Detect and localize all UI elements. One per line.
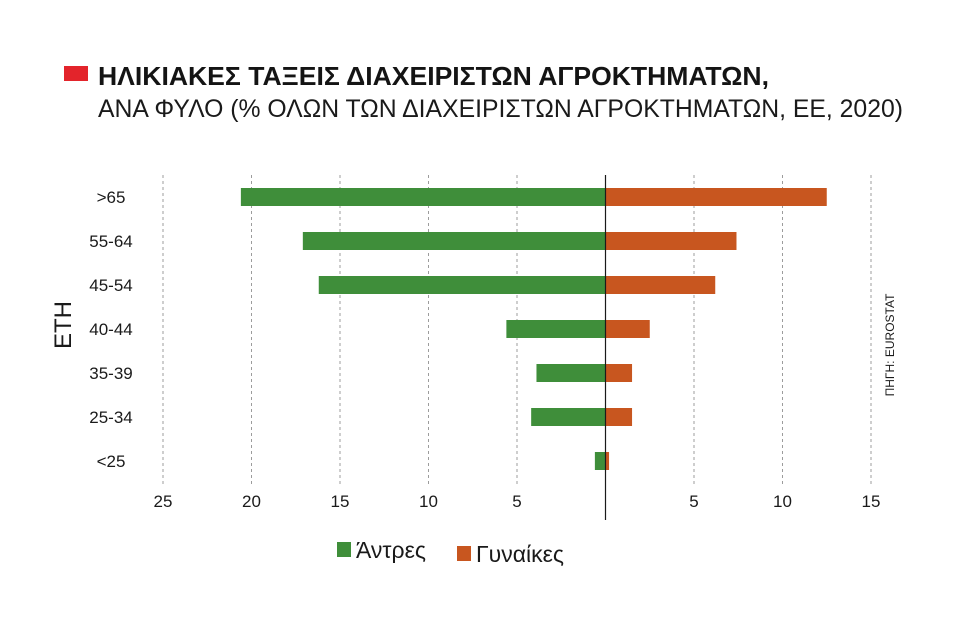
category-label-45-54: 45-54: [89, 276, 132, 295]
category-label-55-64: 55-64: [89, 232, 132, 251]
category-label-40-44: 40-44: [89, 320, 132, 339]
y-axis-label: ΕΤΗ: [50, 301, 77, 349]
x-tick-labels: 25 20 15 10 5 5 10 15: [154, 492, 881, 511]
bar-women-over-65: [605, 188, 827, 206]
bar-women-25-34: [605, 408, 633, 426]
category-label-35-39: 35-39: [89, 364, 132, 383]
x-tick-label: 15: [862, 492, 881, 511]
x-tick-label: 20: [242, 492, 261, 511]
bar-men-over-65: [240, 188, 606, 206]
bar-men-35-39: [536, 364, 606, 382]
chart-title: ΗΛΙΚΙΑΚΕΣ ΤΑΞΕΙΣ ΔΙΑΧΕΙΡΙΣΤΩΝ ΑΓΡΟΚΤΗΜΑΤ…: [98, 61, 769, 91]
bar-men-under-25: [594, 452, 606, 470]
category-label-25-34: 25-34: [89, 408, 132, 427]
source-note: ΠΗΓΗ: EUROSTAT: [883, 293, 897, 397]
legend-item-men: Άντρες: [337, 537, 426, 563]
x-tick-label: 15: [331, 492, 350, 511]
bar-men-40-44: [506, 320, 606, 338]
category-label-under-25: <25: [97, 452, 126, 471]
bar-women-35-39: [605, 364, 633, 382]
bars: [240, 188, 827, 470]
legend-item-women: Γυναίκες: [457, 541, 564, 567]
bar-men-55-64: [302, 232, 606, 250]
bar-women-under-25: [605, 452, 610, 470]
legend-swatch-women: [457, 546, 471, 561]
legend: Άντρες Γυναίκες: [337, 537, 564, 567]
x-tick-label: 25: [154, 492, 173, 511]
bar-men-25-34: [531, 408, 606, 426]
bar-men-45-54: [318, 276, 606, 294]
chart-subtitle: ΑΝΑ ΦΥΛΟ (% ΟΛΩΝ ΤΩΝ ΔΙΑΧΕΙΡΙΣΤΩΝ ΑΓΡΟΚΤ…: [98, 95, 903, 123]
x-tick-label: 5: [689, 492, 698, 511]
category-labels: >65 55-64 45-54 40-44 35-39 25-34 <25: [89, 188, 132, 471]
legend-label-women: Γυναίκες: [476, 541, 564, 567]
bar-women-55-64: [605, 232, 737, 250]
gridlines: [162, 175, 872, 486]
legend-label-men: Άντρες: [356, 537, 426, 563]
x-tick-label: 10: [419, 492, 438, 511]
bar-women-40-44: [605, 320, 650, 338]
legend-swatch-men: [337, 542, 351, 557]
x-tick-label: 10: [773, 492, 792, 511]
title-marker: [64, 66, 88, 81]
category-label-over-65: >65: [97, 188, 126, 207]
x-tick-label: 5: [512, 492, 521, 511]
bar-women-45-54: [605, 276, 716, 294]
